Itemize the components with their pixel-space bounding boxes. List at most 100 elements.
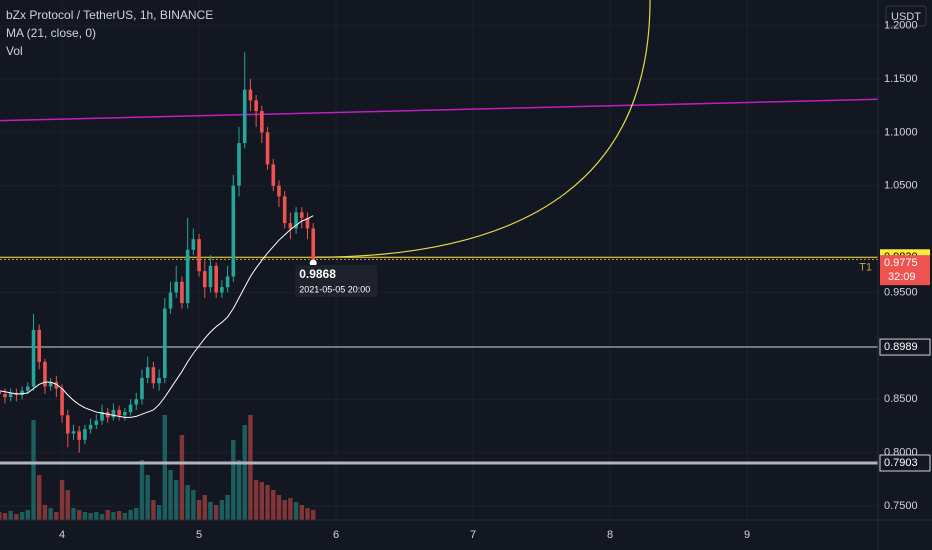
- candle-body: [305, 217, 310, 229]
- candle-body: [123, 412, 127, 416]
- candle-body: [299, 212, 304, 218]
- candle-body: [180, 281, 184, 304]
- candle-body: [225, 276, 230, 288]
- candle-body: [260, 111, 264, 133]
- volume-bar: [122, 513, 128, 520]
- candle-body: [242, 89, 247, 144]
- candle-body: [71, 431, 76, 434]
- volume-bar: [19, 512, 25, 520]
- volume-bar: [65, 490, 70, 520]
- candle-body: [43, 361, 47, 387]
- volume-bar: [99, 514, 105, 520]
- countdown: 32:09: [888, 271, 916, 283]
- volume-bar: [168, 470, 173, 520]
- candle-body: [77, 431, 81, 440]
- volume-bar: [54, 512, 59, 520]
- volume-bar: [8, 511, 13, 520]
- volume-bar: [185, 485, 190, 520]
- chart-title: bZx Protocol / TetherUS, 1h, BINANCE: [6, 8, 213, 22]
- volume-bar: [299, 505, 304, 520]
- trendline: [0, 98, 878, 122]
- volume-bar: [82, 512, 88, 520]
- candle-body: [220, 287, 224, 293]
- candle-body: [26, 386, 30, 391]
- volume-bar: [14, 514, 19, 520]
- volume-bar: [128, 510, 133, 520]
- volume-bar: [271, 490, 276, 520]
- candle-body: [265, 132, 270, 165]
- volume-bar: [219, 500, 225, 520]
- tooltip-point: [309, 259, 317, 267]
- tooltip-date: 2021-05-05 20:00: [299, 284, 370, 294]
- volume-bar: [265, 485, 270, 520]
- candle-body: [185, 249, 190, 304]
- volume-bar: [248, 415, 253, 520]
- y-tick-label: 0.9500: [884, 286, 918, 298]
- volume-bar: [236, 460, 242, 520]
- volume-bar: [145, 475, 150, 520]
- candle-body: [140, 377, 144, 400]
- candle-body: [0, 391, 2, 394]
- candle-body: [83, 429, 87, 440]
- last-price-label: 0.9775: [884, 257, 918, 269]
- candle-body: [277, 185, 281, 197]
- volume-bar: [191, 490, 196, 520]
- candle-body: [168, 292, 173, 309]
- candle-body: [237, 143, 241, 186]
- volume-bar: [37, 475, 42, 520]
- currency: USDT: [891, 11, 921, 23]
- candle-body: [288, 223, 293, 229]
- target-label: T1: [859, 261, 872, 273]
- volume-bar: [253, 480, 259, 520]
- volume-bar: [151, 500, 156, 520]
- volume-bar: [116, 511, 122, 520]
- volume-bar: [2, 513, 8, 520]
- currency-box[interactable]: [885, 5, 927, 27]
- candle-body: [157, 377, 161, 384]
- candle-body: [208, 265, 213, 288]
- y-tick-label: 1.0500: [884, 180, 918, 192]
- volume-bar: [88, 513, 93, 520]
- candle-body: [174, 281, 179, 293]
- volume-bar: [305, 508, 310, 520]
- candle-body: [145, 367, 150, 378]
- volume-bar: [71, 508, 76, 520]
- arc: [313, 0, 651, 258]
- volume-bar: [231, 440, 236, 520]
- volume-bar: [311, 510, 316, 520]
- candle-body: [151, 367, 156, 384]
- candle-body: [20, 390, 24, 395]
- hline-label-border: [879, 454, 931, 472]
- volume-bar: [162, 415, 168, 520]
- volume-bar: [179, 435, 185, 520]
- x-tick-label: 8: [607, 529, 613, 541]
- y-tick-label: 1.2000: [884, 20, 918, 32]
- volume-bar: [76, 510, 82, 520]
- candle-body: [60, 388, 64, 416]
- hline-label-border: [879, 338, 931, 356]
- indicator-label: Vol: [6, 44, 23, 58]
- candle-body: [271, 164, 276, 186]
- x-tick-label: 4: [59, 529, 65, 541]
- hline-label-box: [880, 339, 930, 356]
- y-tick-label: 0.8500: [884, 393, 918, 405]
- volume-bar: [225, 495, 230, 520]
- candle-body: [8, 392, 13, 398]
- y-tick-label: 1.1500: [884, 73, 918, 85]
- volume-bar: [139, 460, 145, 520]
- volume-bar: [134, 508, 139, 520]
- volume-bar: [282, 500, 287, 520]
- x-tick-label: 7: [470, 529, 476, 541]
- candle-body: [105, 412, 110, 418]
- volume-bar: [48, 508, 53, 520]
- candle-body: [31, 329, 36, 387]
- candle-body: [191, 239, 196, 250]
- volume-bar: [94, 512, 99, 520]
- indicator-label: MA (21, close, 0): [6, 26, 96, 40]
- volume-bar: [42, 505, 48, 520]
- volume-bar: [259, 482, 265, 520]
- candle-body: [254, 100, 258, 112]
- candle-body: [282, 196, 287, 224]
